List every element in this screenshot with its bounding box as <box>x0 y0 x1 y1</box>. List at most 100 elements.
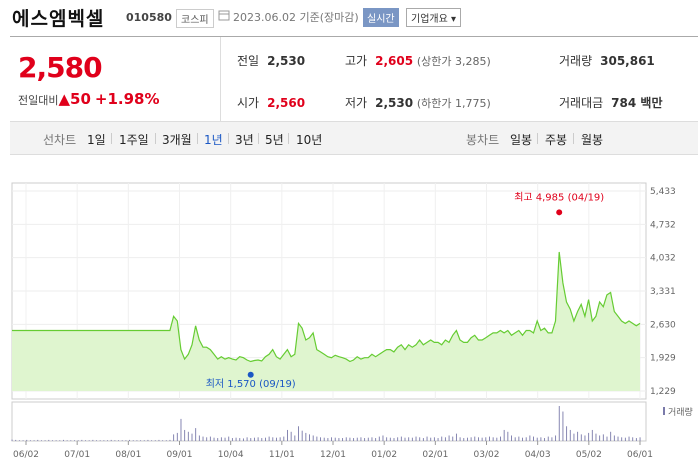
compare-label: 전일대비 <box>18 94 59 107</box>
volume-bar <box>283 436 285 441</box>
volume-bar <box>158 439 160 441</box>
tab-monthly[interactable]: 월봉 <box>581 133 604 147</box>
tab-1y[interactable]: 1년 <box>204 133 223 147</box>
volume-bar <box>426 436 428 441</box>
tab-10y[interactable]: 10년 <box>296 133 323 147</box>
tab-daily[interactable]: 일봉 <box>510 133 533 147</box>
volume-bar <box>66 440 68 441</box>
volume-bar <box>320 437 321 441</box>
volume-bar <box>375 438 377 441</box>
volume-bar <box>441 436 443 441</box>
volume-bar <box>397 437 399 441</box>
line-chart-label: 선차트 <box>43 133 77 147</box>
x-tick-label: 03/02 <box>474 450 500 460</box>
volume: 거래량 305,861 <box>559 54 655 68</box>
volume-bar <box>195 428 197 441</box>
divider <box>220 37 221 121</box>
volume-bar <box>132 440 134 441</box>
volume-bar <box>118 440 120 441</box>
tab-1d[interactable]: 1일 <box>87 133 106 147</box>
volume-bar <box>364 438 366 441</box>
volume-bar <box>478 437 479 441</box>
volume-bar <box>632 437 634 441</box>
volume-bar <box>235 437 237 441</box>
volume-bar <box>239 438 241 441</box>
volume-bar <box>463 438 465 441</box>
volume-bar <box>522 437 523 441</box>
volume-bar <box>547 436 549 441</box>
volume-bar <box>617 436 619 441</box>
volume-bar <box>147 439 149 441</box>
price-change: 50 <box>70 90 91 108</box>
volume-bar <box>404 437 406 441</box>
divider <box>573 133 574 144</box>
volume-bar <box>323 437 325 441</box>
volume-bar <box>544 438 546 441</box>
y-tick-label: 4,732 <box>650 220 676 230</box>
y-tick-label: 2,630 <box>650 320 676 330</box>
volume-bar <box>411 437 413 441</box>
volume-bar <box>198 435 200 441</box>
volume-bar <box>88 440 90 441</box>
high-marker <box>556 209 563 216</box>
volume-bar <box>26 439 28 441</box>
volume-bar <box>151 440 153 441</box>
realtime-button[interactable]: 실시간 <box>363 8 399 27</box>
volume-bar <box>176 432 178 441</box>
divider <box>288 133 289 144</box>
volume-bar <box>242 438 244 441</box>
volume-bar <box>59 440 61 441</box>
volume-bar <box>459 437 461 441</box>
low-price: 저가 2,530 (하한가 1,775) <box>345 96 491 110</box>
tab-weekly[interactable]: 주봉 <box>545 133 568 147</box>
volume-bar <box>415 436 417 441</box>
volume-bar <box>367 437 369 441</box>
volume-bar <box>136 440 138 441</box>
volume-bar <box>489 436 490 441</box>
volume-bar <box>85 440 86 441</box>
volume-bar <box>114 440 116 441</box>
y-tick-label: 4,032 <box>650 254 676 264</box>
volume-bar <box>485 437 487 441</box>
volume-bar <box>408 437 410 441</box>
volume-bar <box>213 437 215 441</box>
volume-bar <box>474 436 476 441</box>
volume-bar <box>231 438 233 441</box>
volume-bar <box>77 440 79 441</box>
volume-bar <box>121 440 123 441</box>
volume-bar <box>540 437 542 441</box>
volume-legend-label: 거래량 <box>668 406 693 418</box>
volume-bar <box>536 437 538 441</box>
volume-bar <box>143 440 145 441</box>
change-info: 전일대비▲50 +1.98% <box>18 90 160 108</box>
volume-bar <box>606 436 608 441</box>
volume-bar <box>635 438 637 441</box>
x-tick-label: 09/01 <box>167 450 193 460</box>
volume-bar <box>140 440 142 441</box>
tab-3y[interactable]: 3년 <box>235 133 254 147</box>
stock-code: 010580 <box>126 11 172 24</box>
volume-bar <box>514 437 516 441</box>
x-tick-label: 06/01 <box>627 450 653 460</box>
divider <box>537 133 538 144</box>
volume-bar <box>496 437 498 441</box>
company-info-dropdown[interactable]: 기업개요 ▾ <box>406 8 461 27</box>
volume-bar <box>173 434 175 441</box>
volume-bar <box>389 437 391 441</box>
prev-close: 전일 2,530 <box>237 54 306 68</box>
volume-bar <box>507 431 509 441</box>
low-marker <box>247 371 254 378</box>
volume-bar <box>81 439 83 441</box>
volume-bar <box>562 411 564 441</box>
x-tick-label: 07/01 <box>64 450 90 460</box>
tab-1w[interactable]: 1주일 <box>119 133 149 147</box>
volume-bar <box>577 431 579 441</box>
tab-3m[interactable]: 3개월 <box>162 133 192 147</box>
stock-name: 에스엠벡셀 <box>12 8 105 30</box>
volume-bar <box>287 429 288 441</box>
volume-bar <box>382 435 384 441</box>
tab-5y[interactable]: 5년 <box>265 133 284 147</box>
volume-bar <box>349 437 351 441</box>
volume-bar <box>305 432 307 441</box>
